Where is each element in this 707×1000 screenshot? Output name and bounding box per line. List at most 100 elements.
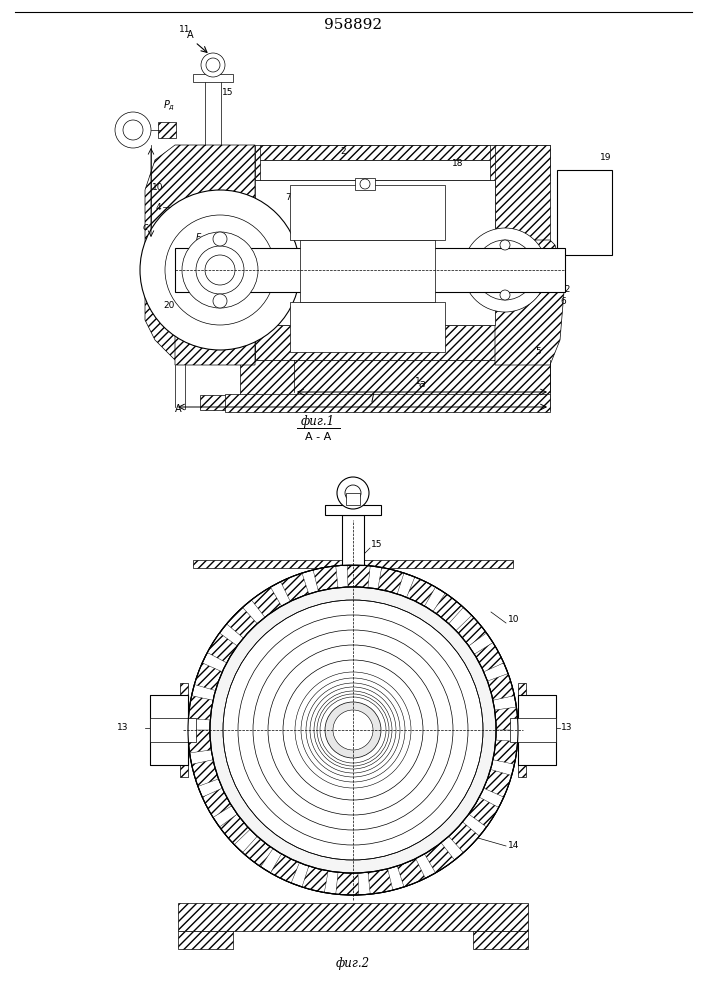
Bar — [193, 74, 233, 82]
Wedge shape — [302, 866, 328, 892]
Text: 6: 6 — [560, 298, 566, 306]
Text: 18: 18 — [452, 159, 464, 168]
Circle shape — [306, 683, 400, 777]
Bar — [290, 185, 445, 240]
Wedge shape — [192, 760, 218, 786]
Circle shape — [283, 660, 423, 800]
Bar — [178, 931, 233, 949]
Text: 13: 13 — [117, 723, 128, 732]
Bar — [518, 695, 556, 765]
Bar — [180, 683, 188, 695]
Wedge shape — [407, 577, 436, 606]
Circle shape — [295, 672, 411, 788]
Text: A: A — [175, 404, 182, 414]
Wedge shape — [211, 739, 249, 767]
Text: фиг.1: фиг.1 — [301, 415, 335, 428]
Text: c: c — [143, 222, 148, 232]
Wedge shape — [347, 565, 370, 588]
Circle shape — [320, 697, 386, 763]
Circle shape — [123, 120, 143, 140]
Bar — [518, 695, 556, 765]
Circle shape — [210, 587, 496, 873]
Wedge shape — [267, 816, 304, 857]
Wedge shape — [456, 615, 486, 646]
Bar — [473, 931, 528, 949]
Circle shape — [238, 615, 468, 845]
Polygon shape — [175, 210, 255, 365]
Wedge shape — [219, 814, 250, 845]
Wedge shape — [487, 674, 515, 700]
Text: 13: 13 — [175, 284, 187, 292]
Text: 958892: 958892 — [324, 18, 382, 32]
Circle shape — [182, 232, 258, 308]
Text: 10: 10 — [508, 615, 520, 624]
Bar — [158, 122, 176, 138]
Bar — [260, 160, 490, 180]
Circle shape — [325, 702, 381, 758]
Text: А - А: А - А — [305, 432, 331, 442]
Wedge shape — [188, 730, 211, 753]
Wedge shape — [433, 593, 463, 624]
Bar — [175, 248, 565, 292]
Circle shape — [500, 290, 510, 300]
Bar — [255, 325, 550, 360]
Text: 20: 20 — [163, 300, 175, 310]
Wedge shape — [455, 747, 494, 777]
Circle shape — [317, 694, 389, 766]
Text: 10: 10 — [152, 182, 163, 192]
Text: $P_д$: $P_д$ — [163, 98, 175, 113]
Text: l: l — [371, 394, 374, 404]
Text: 13: 13 — [561, 723, 573, 732]
Bar — [240, 360, 550, 400]
Wedge shape — [245, 801, 285, 841]
Circle shape — [333, 710, 373, 750]
Text: 4: 4 — [156, 202, 162, 212]
Bar — [300, 240, 435, 302]
Bar — [150, 695, 188, 765]
Wedge shape — [395, 821, 431, 862]
Text: 2: 2 — [340, 147, 346, 156]
Wedge shape — [484, 769, 512, 797]
Circle shape — [314, 691, 392, 769]
Polygon shape — [495, 240, 565, 365]
Text: $F_a$: $F_a$ — [226, 269, 237, 282]
Circle shape — [115, 112, 151, 148]
Bar — [495, 145, 550, 360]
Circle shape — [253, 630, 453, 830]
Text: 15: 15 — [371, 540, 382, 549]
Bar — [364, 560, 513, 568]
Wedge shape — [460, 739, 496, 747]
Bar — [560, 173, 609, 252]
Circle shape — [213, 232, 227, 246]
Wedge shape — [378, 568, 404, 594]
Bar — [180, 765, 188, 777]
Wedge shape — [281, 573, 309, 601]
Wedge shape — [445, 769, 486, 804]
Circle shape — [210, 587, 496, 873]
Text: фиг.2: фиг.2 — [336, 957, 370, 970]
Circle shape — [188, 565, 518, 895]
Bar — [200, 395, 550, 410]
Text: $F_r$: $F_r$ — [195, 231, 205, 243]
Text: 7: 7 — [285, 194, 291, 202]
Wedge shape — [336, 872, 358, 895]
Circle shape — [301, 678, 405, 782]
Circle shape — [337, 477, 369, 509]
Wedge shape — [469, 797, 498, 827]
Text: 5: 5 — [535, 348, 541, 357]
Wedge shape — [321, 835, 347, 873]
Bar — [150, 718, 196, 742]
Bar — [260, 145, 490, 160]
Bar — [325, 505, 381, 515]
Bar — [225, 394, 550, 412]
Circle shape — [485, 250, 525, 290]
Circle shape — [345, 485, 361, 501]
Text: 17: 17 — [338, 330, 349, 340]
Wedge shape — [252, 587, 281, 617]
Wedge shape — [216, 762, 257, 795]
Circle shape — [165, 215, 275, 325]
Circle shape — [205, 255, 235, 285]
Text: 12: 12 — [560, 286, 571, 294]
Bar — [557, 170, 612, 255]
Wedge shape — [243, 836, 273, 867]
